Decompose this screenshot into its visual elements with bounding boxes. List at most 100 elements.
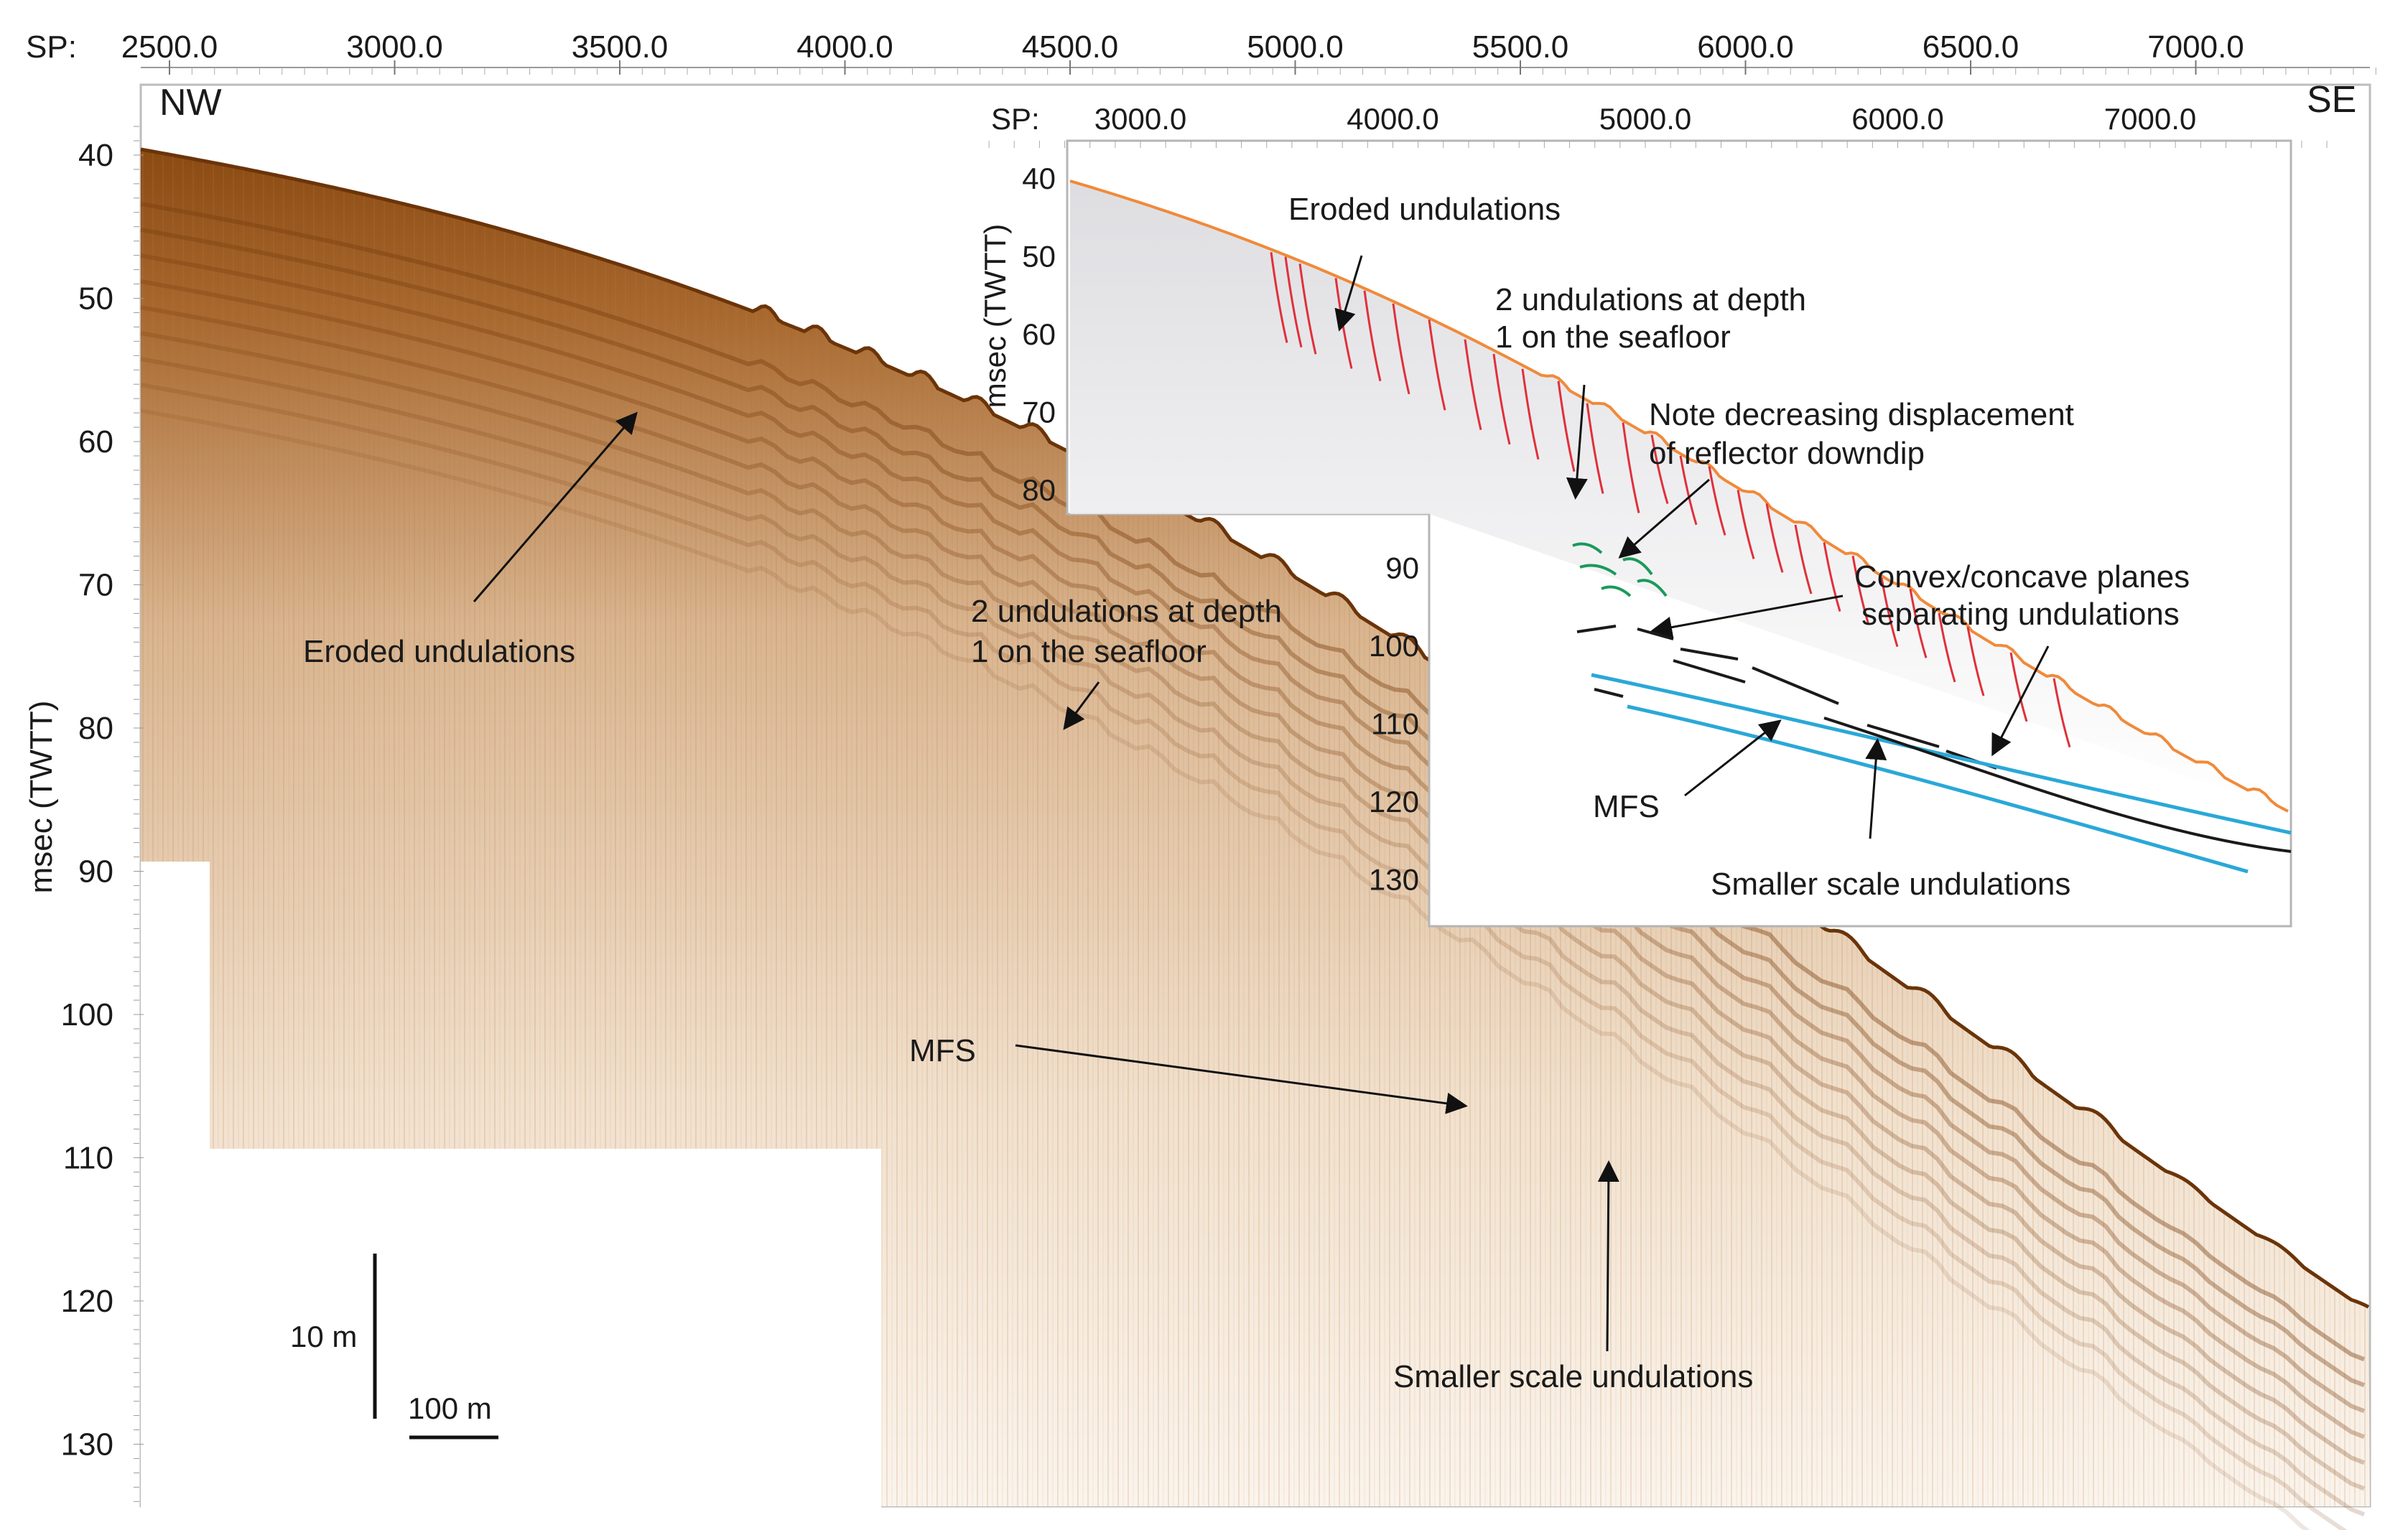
inset-fault-line	[1909, 589, 1928, 658]
inset-panel: SP: 3000.0 4000.0 5000.0 6000.0 7000.0 40 50 6…	[978, 102, 2328, 928]
inset-sp-prefix: SP:	[991, 102, 1040, 136]
inset-smaller-arrow	[1865, 738, 1887, 839]
main-y-tick-label: 80	[78, 711, 113, 746]
inset-fault-line	[1363, 290, 1382, 382]
inset-green-reflector	[1601, 585, 1632, 597]
internal-reflectors	[140, 202, 2366, 1530]
inset-note-label-2: of reflector downdip	[1649, 436, 1925, 471]
se-label: SE	[2307, 79, 2356, 121]
inset-black-reflector	[1680, 648, 1739, 661]
inset-fault-line	[1679, 455, 1698, 526]
main-sp-prefix: SP:	[26, 29, 77, 65]
inset-fault-line	[1492, 353, 1511, 445]
inset-sp-tick-label: 5000.0	[1599, 102, 1691, 136]
inset-y-tick-label: 60	[1022, 317, 1056, 351]
main-sp-axis: SP: 2500.0 3000.0 3500.0 4000.0 4500.0 5000.0…	[26, 29, 2376, 75]
inset-y-axis-label: msec (TWTT)	[978, 224, 1012, 409]
main-sp-tick-label: 5500.0	[1472, 29, 1569, 65]
main-smaller-label: Smaller scale undulations	[1393, 1359, 1753, 1394]
internal-reflector-band	[140, 253, 2366, 1414]
internal-reflector-band	[140, 279, 2366, 1440]
vertical-scale-label: 10 m	[290, 1320, 357, 1353]
inset-y-tick-label: 50	[1022, 240, 1056, 274]
main-y-axis: 40 50 60 70 80 90 100 110 120 130 msec (TWTT)	[24, 126, 144, 1502]
main-y-tick-label: 100	[61, 997, 113, 1032]
internal-reflector-band	[140, 331, 2366, 1491]
main-sp-tick-label: 2500.0	[121, 29, 218, 65]
main-depth-arrow	[1063, 681, 1100, 730]
inset-convex-label-1: Convex/concave planes	[1854, 559, 2190, 594]
main-y-tick-label: 40	[78, 138, 113, 173]
inset-smaller-label: Smaller scale undulations	[1711, 867, 2070, 902]
inset-fault-line	[1823, 542, 1841, 612]
inset-fault-line	[1298, 263, 1317, 355]
inset-green-reflector	[1579, 564, 1617, 576]
inset-depth-label-1: 2 undulations at depth	[1495, 282, 1806, 317]
inset-black-reflector	[1594, 688, 1624, 698]
inset-green-reflector	[1572, 542, 1603, 554]
main-sp-tick-label: 3000.0	[346, 29, 443, 65]
main-y-tick-label: 60	[78, 424, 113, 460]
inset-depth-label-2: 1 on the seafloor	[1495, 319, 1731, 355]
inset-green-reflector	[1637, 579, 1668, 597]
seismic-section	[140, 147, 2370, 1530]
inset-seafloor-line	[1069, 179, 2289, 813]
inset-fault-line	[1851, 555, 1870, 625]
internal-reflector-band	[140, 228, 2366, 1388]
inset-y-tick-label: 110	[1371, 707, 1419, 741]
inset-fault-line	[1880, 577, 1899, 648]
inset-sp-tick-label: 4000.0	[1347, 102, 1438, 136]
inset-fault-line	[1428, 319, 1446, 411]
internal-reflector-band	[140, 409, 2310, 1530]
inset-fault-line	[1392, 303, 1410, 395]
main-y-axis-label: msec (TWTT)	[24, 701, 59, 894]
main-sp-tick-label: 4000.0	[796, 29, 893, 65]
inset-mfs-line-2	[1627, 704, 2249, 874]
no-data-region-bottom	[210, 1149, 881, 1508]
main-eroded-label: Eroded undulations	[303, 634, 575, 669]
inset-note-label-1: Note decreasing displacement	[1649, 397, 2074, 432]
inset-fault-line	[1586, 403, 1604, 494]
main-annotations: Eroded undulations 2 undulations at dept…	[303, 411, 1753, 1394]
main-y-tick-label: 120	[61, 1284, 113, 1319]
inset-fault-line	[1708, 466, 1726, 536]
main-y-tick-label: 50	[78, 281, 113, 317]
inset-y-tick-label: 40	[1022, 162, 1056, 195]
inset-sp-axis: SP: 3000.0 4000.0 5000.0 6000.0 7000.0	[988, 102, 2328, 148]
horizontal-scale-label: 100 m	[408, 1391, 492, 1425]
inset-fault-line	[1737, 490, 1755, 559]
main-mfs-arrow	[1015, 1044, 1468, 1114]
inset-eroded-arrow	[1334, 255, 1363, 332]
inset-y-axis: 40 50 60 70 80 90 100 110 120 130 msec (TWTT)	[978, 162, 1419, 897]
inset-black-reflector-long	[1823, 717, 2292, 853]
inset-fault-line	[1622, 422, 1640, 513]
scale-bars: 10 m 100 m	[290, 1254, 498, 1440]
no-data-region-left	[141, 862, 210, 1508]
main-y-tick-label: 130	[61, 1427, 113, 1463]
main-y-tick-label: 70	[78, 568, 113, 603]
inset-convex-arrow-1	[1650, 594, 1844, 638]
internal-reflector-band	[140, 305, 2366, 1465]
inset-fault-line	[1938, 612, 1956, 683]
main-depth-label-2: 1 on the seafloor	[971, 634, 1207, 669]
internal-reflector-band	[140, 202, 2366, 1362]
main-sp-tick-label: 3500.0	[572, 29, 669, 65]
inset-depth-arrow	[1566, 384, 1588, 500]
inset-fault-line	[1521, 368, 1540, 460]
inset-sp-tick-label: 3000.0	[1094, 102, 1186, 136]
main-sp-tick-label: 6500.0	[1923, 29, 2019, 65]
inset-fault-line	[1557, 381, 1576, 472]
inset-convex-label-2: separating undulations	[1861, 597, 2180, 632]
inset-fault-line	[1650, 434, 1669, 504]
inset-black-reflector	[1752, 666, 1839, 705]
main-sp-tick-label: 6000.0	[1697, 29, 1794, 65]
inset-fault-line	[1765, 503, 1784, 573]
inset-sp-tick-label: 6000.0	[1851, 102, 1943, 136]
inset-fault-line	[2009, 652, 2028, 722]
inset-fault-lines	[1270, 252, 2071, 748]
inset-green-reflector	[1622, 557, 1653, 576]
inset-fault-line	[1966, 626, 1985, 696]
inset-y-tick-label: 70	[1022, 396, 1056, 429]
inset-convex-arrow-2	[1991, 645, 2050, 757]
